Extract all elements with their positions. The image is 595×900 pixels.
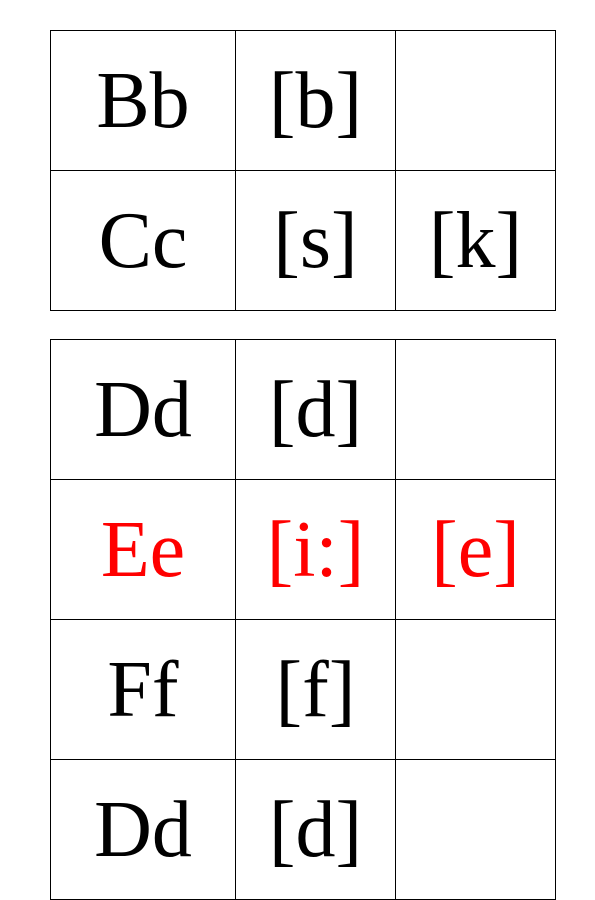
sound2-cell: [k] [396, 171, 556, 311]
sound2-cell [396, 340, 556, 480]
letter-cell: Dd [51, 760, 236, 900]
table-row: Ff [f] [51, 620, 556, 760]
sound1-cell: [i:] [236, 480, 396, 620]
sound1-cell: [d] [236, 340, 396, 480]
phonics-table-1: Bb [b] Cc [s] [k] [50, 30, 556, 311]
letter-cell: Bb [51, 31, 236, 171]
page: Bb [b] Cc [s] [k] Dd [d] Ee [i:] [e] Ff [0, 0, 595, 842]
sound1-cell: [d] [236, 760, 396, 900]
table-gap [50, 311, 595, 339]
letter-cell: Cc [51, 171, 236, 311]
table-row: Dd [d] [51, 760, 556, 900]
sound2-cell [396, 620, 556, 760]
table-row: Bb [b] [51, 31, 556, 171]
letter-cell: Ff [51, 620, 236, 760]
letter-cell: Dd [51, 340, 236, 480]
sound2-cell [396, 760, 556, 900]
phonics-table-2: Dd [d] Ee [i:] [e] Ff [f] Dd [d] [50, 339, 556, 900]
sound1-cell: [b] [236, 31, 396, 171]
sound1-cell: [s] [236, 171, 396, 311]
table-row: Cc [s] [k] [51, 171, 556, 311]
sound2-cell: [e] [396, 480, 556, 620]
table-row: Ee [i:] [e] [51, 480, 556, 620]
letter-cell: Ee [51, 480, 236, 620]
sound2-cell [396, 31, 556, 171]
table-row: Dd [d] [51, 340, 556, 480]
sound1-cell: [f] [236, 620, 396, 760]
